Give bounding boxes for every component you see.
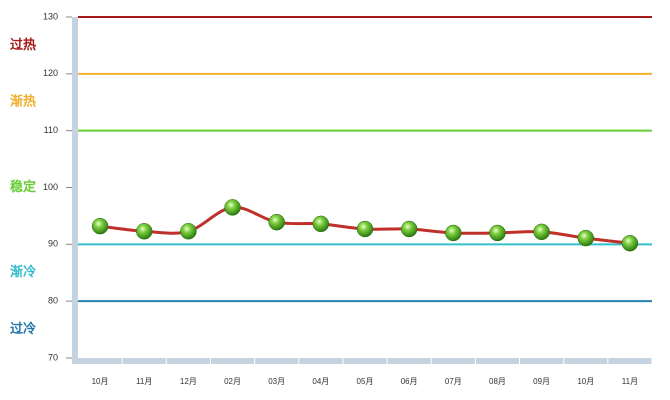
x-tick-label: 03月 [268,377,285,386]
x-tick-label: 06月 [401,377,418,386]
point-marker [224,199,241,216]
point-marker [533,223,550,241]
zone-label: 渐热 [10,94,36,109]
x-tick-label: 05月 [357,377,374,386]
x-tick-label: 11月 [136,377,152,386]
y-tick-label: 80 [48,296,58,306]
y-tick-label: 110 [44,125,58,135]
x-tick-label: 02月 [224,377,241,386]
x-tick-label: 07月 [445,377,462,386]
x-tick-label: 04月 [312,377,329,386]
x-tick-label: 10月 [92,377,109,386]
x-tick-label: 09月 [533,377,550,386]
x-tick-label: 12月 [180,377,197,386]
y-tick-label: 100 [43,182,58,192]
y-tick-label: 90 [48,239,58,249]
point-marker [400,220,418,238]
point-marker [91,217,109,235]
point-marker [489,224,506,242]
point-marker [577,229,595,247]
point-marker [356,220,374,238]
y-tick-label: 70 [48,352,58,362]
zone-label: 稳定 [10,179,36,194]
y-tick-label: 120 [43,68,58,78]
y-axis-bar [72,17,78,364]
zone-label: 过冷 [10,321,36,336]
point-marker [621,234,639,252]
zone-label: 渐冷 [10,264,36,279]
x-tick-label: 10月 [577,377,594,386]
y-tick-label: 130 [43,11,58,21]
zone-label: 过热 [10,37,36,52]
x-axis-bar [72,358,652,364]
x-tick-label: 11月 [622,377,638,386]
x-tick-label: 08月 [489,377,506,386]
point-marker [135,223,153,240]
point-marker [312,215,330,233]
point-marker [268,213,285,231]
point-marker [445,224,462,242]
point-marker [180,223,197,240]
